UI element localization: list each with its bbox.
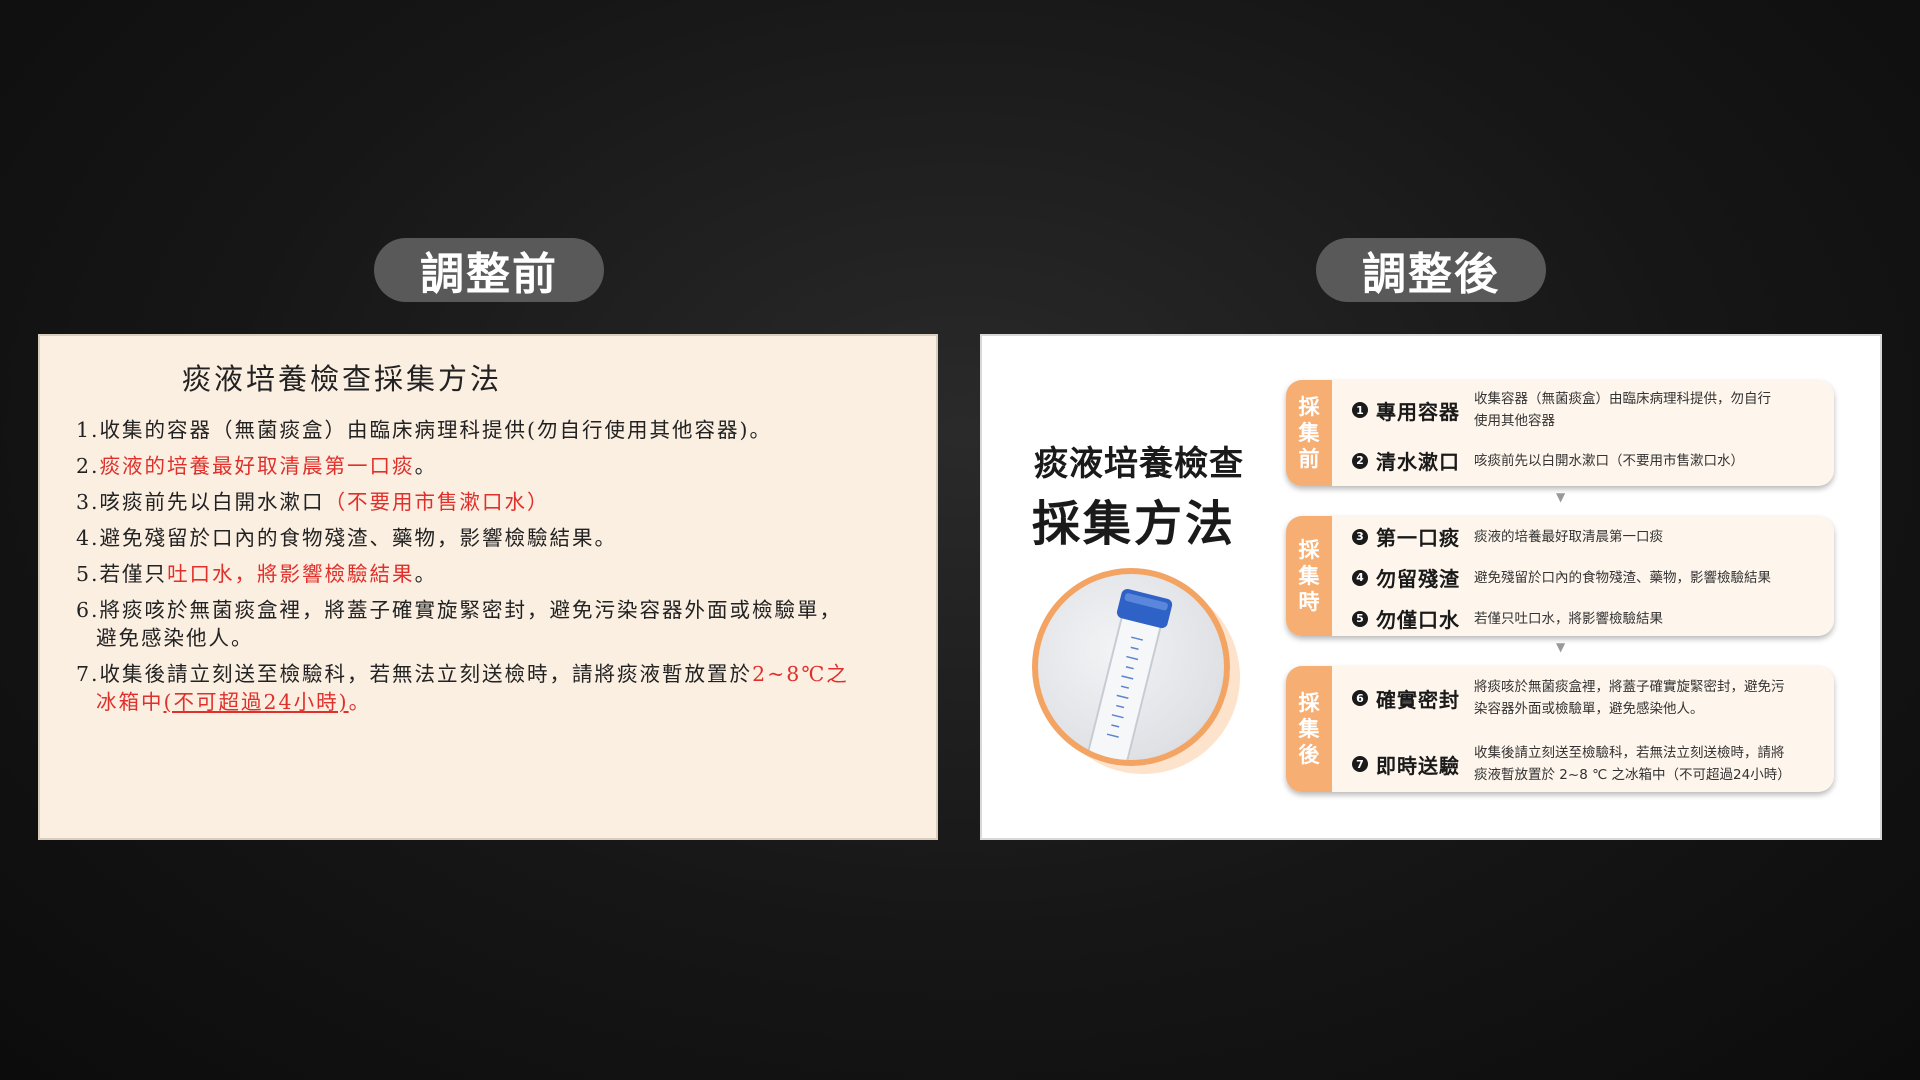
item-text-red: 2~8℃之 xyxy=(752,662,849,686)
item-punct: 。 xyxy=(348,690,372,714)
step-row: 3 第一口痰 痰液的培養最好取清晨第一口痰 xyxy=(1352,522,1826,551)
sputum-tube-photo-icon xyxy=(1032,568,1230,766)
slide-before: 痰液培養檢查採集方法 1.收集的容器（無菌痰盒）由臨床病理科提供(勿自行使用其他… xyxy=(38,334,938,840)
step-number: 3 xyxy=(1352,528,1368,545)
step-number: 2 xyxy=(1352,452,1368,469)
item-text-red: 吐口水，將影響檢驗結果 xyxy=(167,562,415,586)
step-desc: 避免殘留於口內的食物殘渣、藥物，影響檢驗結果 xyxy=(1474,569,1771,586)
item-text: 4.避免殘留於口內的食物殘渣、藥物，影響檢驗結果。 xyxy=(76,526,618,550)
list-item: 7.收集後請立刻送至檢驗科，若無法立刻送檢時，請將痰液暫放置於2~8℃之冰箱中(… xyxy=(76,660,916,716)
tab-after-collection: 採 集 後 xyxy=(1286,666,1332,792)
step-number: 1 xyxy=(1352,402,1368,418)
after-title-line1: 痰液培養檢查 xyxy=(1034,444,1244,484)
item-text: 5.若僅只 xyxy=(76,562,168,586)
list-item: 5.若僅只吐口水，將影響檢驗結果。 xyxy=(76,560,916,588)
step-desc: 收集容器（無菌痰盒）由臨床病理科提供，勿自行 使用其他容器 xyxy=(1474,391,1771,429)
step-row: 5 勿僅口水 若僅只吐口水，將影響檢驗結果 xyxy=(1352,604,1826,633)
label-after-pill: 調整後 xyxy=(1316,238,1546,302)
item-text: 7.收集後請立刻送至檢驗科，若無法立刻送檢時，請將痰液暫放置於 xyxy=(76,662,753,686)
tab-char: 集 xyxy=(1298,421,1320,445)
step-name: 勿僅口水 xyxy=(1376,608,1460,632)
step-name: 確實密封 xyxy=(1376,687,1460,712)
step-desc: 咳痰前先以白開水漱口（不要用市售漱口水） xyxy=(1474,452,1744,469)
group-during-collection: 採 集 時 3 第一口痰 痰液的培養最好取清晨第一口痰 4 勿留殘渣 避免殘留於… xyxy=(1286,516,1834,636)
step-name: 清水漱口 xyxy=(1376,450,1460,474)
list-item: 3.咳痰前先以白開水漱口（不要用市售漱口水） xyxy=(76,488,916,516)
item-text: 1.收集的容器（無菌痰盒）由臨床病理科提供(勿自行使用其他容器)。 xyxy=(76,418,773,442)
step-row: 1 專用容器 收集容器（無菌痰盒）由臨床病理科提供，勿自行 使用其他容器 xyxy=(1352,388,1826,432)
step-name: 勿留殘渣 xyxy=(1376,567,1460,591)
step-desc: 痰液的培養最好取清晨第一口痰 xyxy=(1474,528,1663,545)
item-punct: 。 xyxy=(414,454,438,478)
item-number: 2. xyxy=(76,454,100,478)
step-number: 5 xyxy=(1352,610,1368,627)
list-item: 2.痰液的培養最好取清晨第一口痰。 xyxy=(76,452,916,480)
tab-char: 前 xyxy=(1298,447,1320,471)
tab-during-collection: 採 集 時 xyxy=(1286,516,1332,636)
down-arrow-icon: ▼ xyxy=(1556,490,1566,504)
tab-char: 採 xyxy=(1298,538,1320,562)
down-arrow-icon: ▼ xyxy=(1556,640,1566,654)
tab-char: 集 xyxy=(1298,717,1320,741)
item-text-red: 痰液的培養最好取清晨第一口痰 xyxy=(99,454,415,478)
before-title: 痰液培養檢查採集方法 xyxy=(182,362,503,396)
step-desc: 將痰咳於無菌痰盒裡，將蓋子確實旋緊密封，避免污 染容器外面或檢驗單，避免感染他人。 xyxy=(1474,679,1785,717)
slide-after: 痰液培養檢查 採集方法 採 集 前 xyxy=(980,334,1882,840)
list-item: 1.收集的容器（無菌痰盒）由臨床病理科提供(勿自行使用其他容器)。 xyxy=(76,416,916,444)
step-row: 7 即時送驗 收集後請立刻送至檢驗科，若無法立刻送檢時，請將 痰液暫放置於 2~8… xyxy=(1352,742,1826,786)
tab-char: 採 xyxy=(1298,691,1320,715)
item-text: 6.將痰咳於無菌痰盒裡，將蓋子確實旋緊密封，避免污染容器外面或檢驗單， xyxy=(76,598,843,622)
tab-char: 採 xyxy=(1298,395,1320,419)
step-desc: 若僅只吐口水，將影響檢驗結果 xyxy=(1474,610,1663,627)
list-item: 4.避免殘留於口內的食物殘渣、藥物，影響檢驗結果。 xyxy=(76,524,916,552)
list-item: 6.將痰咳於無菌痰盒裡，將蓋子確實旋緊密封，避免污染容器外面或檢驗單， 避免感染他… xyxy=(76,596,916,652)
step-row: 6 確實密封 將痰咳於無菌痰盒裡，將蓋子確實旋緊密封，避免污 染容器外面或檢驗單，… xyxy=(1352,676,1826,720)
step-name: 第一口痰 xyxy=(1376,526,1460,550)
step-number: 6 xyxy=(1352,690,1368,706)
step-row: 2 清水漱口 咳痰前先以白開水漱口（不要用市售漱口水） xyxy=(1352,446,1826,475)
label-before-pill: 調整前 xyxy=(374,238,604,302)
tab-char: 時 xyxy=(1298,590,1320,614)
item-text: 3.咳痰前先以白開水漱口 xyxy=(76,490,325,514)
tab-char: 集 xyxy=(1298,564,1320,588)
step-name: 專用容器 xyxy=(1376,399,1460,424)
after-title-line2: 採集方法 xyxy=(1032,496,1237,552)
step-number: 4 xyxy=(1352,569,1368,586)
item-text-cont: 避免感染他人。 xyxy=(96,626,254,650)
before-list: 1.收集的容器（無菌痰盒）由臨床病理科提供(勿自行使用其他容器)。 2.痰液的培… xyxy=(76,416,916,724)
tab-char: 後 xyxy=(1298,743,1320,767)
item-text-red: 冰箱中 xyxy=(96,690,164,714)
step-name: 即時送驗 xyxy=(1376,753,1460,778)
group-before-collection: 採 集 前 1 專用容器 收集容器（無菌痰盒）由臨床病理科提供，勿自行 使用其他容… xyxy=(1286,380,1834,486)
item-text-red-underline: (不可超過24小時) xyxy=(163,690,349,714)
step-row: 4 勿留殘渣 避免殘留於口內的食物殘渣、藥物，影響檢驗結果 xyxy=(1352,563,1826,592)
step-number: 7 xyxy=(1352,756,1368,772)
item-punct: 。 xyxy=(414,562,438,586)
step-desc: 收集後請立刻送至檢驗科，若無法立刻送檢時，請將 痰液暫放置於 2~8 ℃ 之冰箱中… xyxy=(1474,745,1791,783)
tab-before-collection: 採 集 前 xyxy=(1286,380,1332,486)
item-text-red: （不要用市售漱口水） xyxy=(324,490,550,514)
group-after-collection: 採 集 後 6 確實密封 將痰咳於無菌痰盒裡，將蓋子確實旋緊密封，避免污 染容器外… xyxy=(1286,666,1834,792)
